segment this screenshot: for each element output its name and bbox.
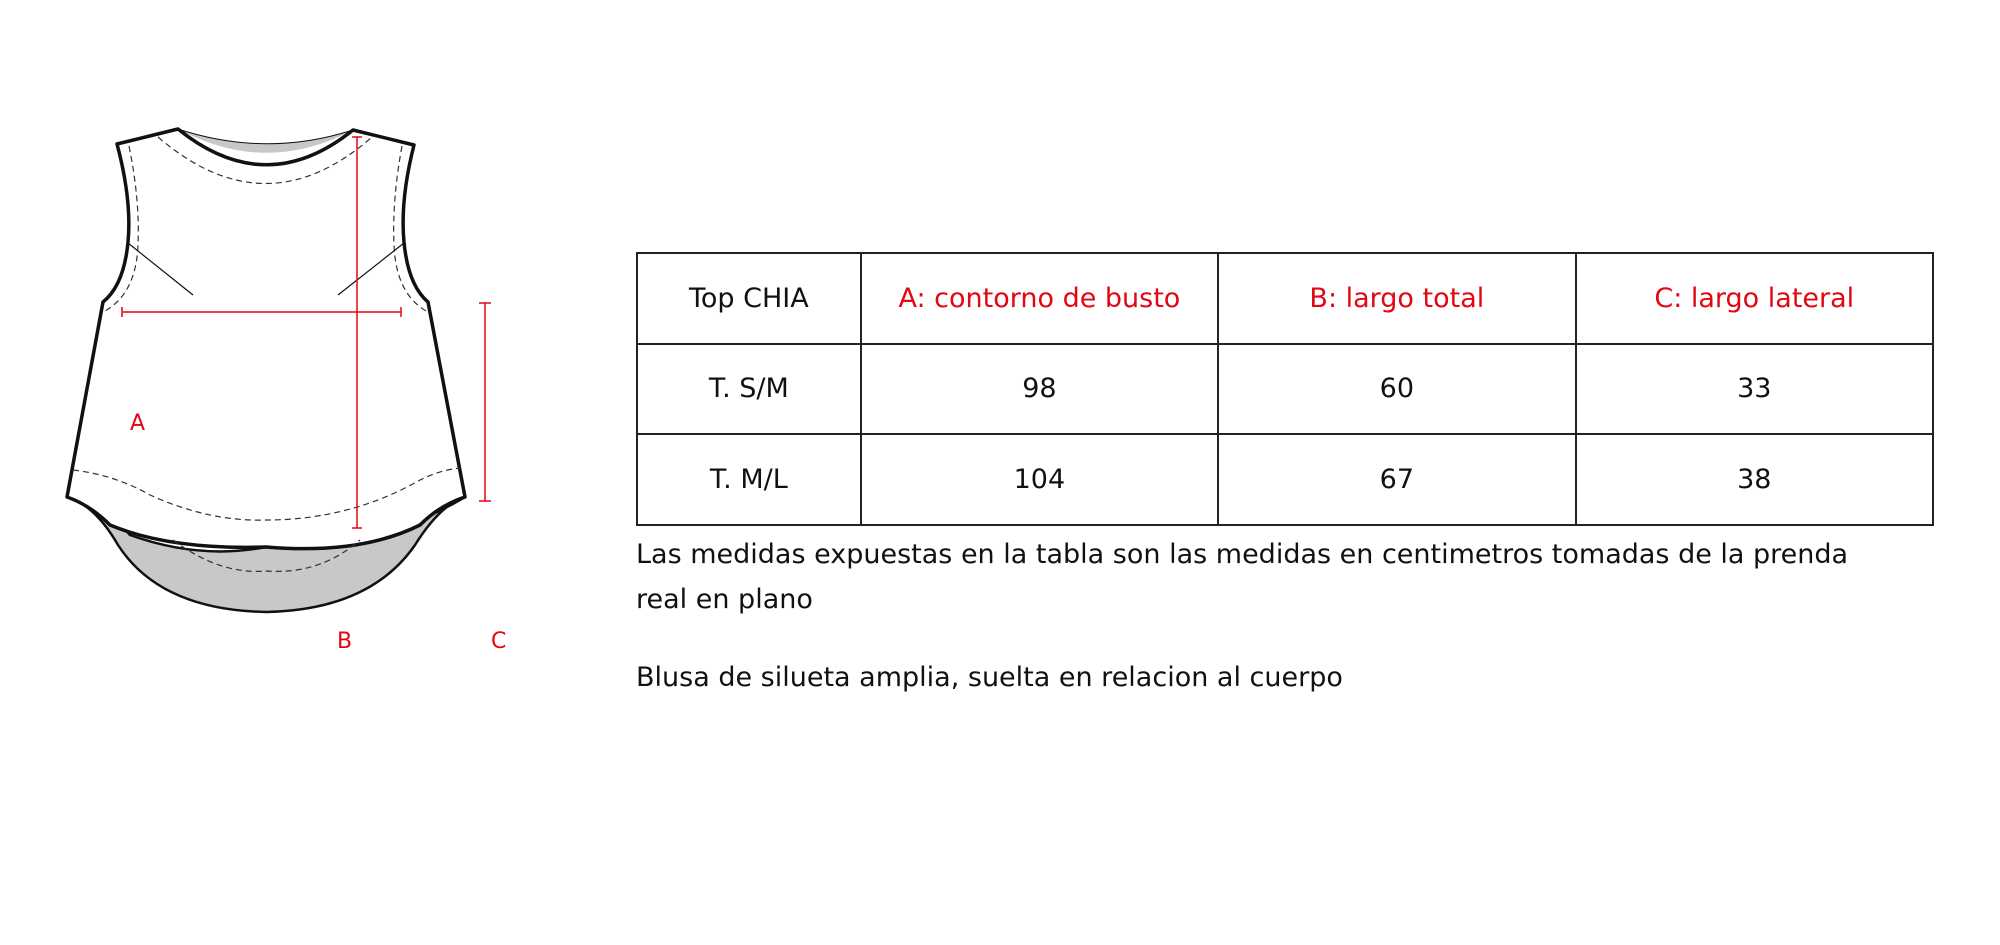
cell-b: 67 <box>1217 433 1577 526</box>
size-table: Top CHIA A: contorno de busto B: largo t… <box>636 252 1935 526</box>
table-row: T. S/M 98 60 33 <box>636 342 1935 436</box>
table-header-row: Top CHIA A: contorno de busto B: largo t… <box>636 252 1935 345</box>
body-outline <box>65 127 467 551</box>
garment-flat-sketch: A B C <box>65 127 506 654</box>
measure-lines <box>121 136 491 529</box>
cell-c: 33 <box>1574 342 1935 436</box>
back-neck-fill <box>177 128 354 153</box>
back-hem-fill <box>66 495 466 614</box>
fit-note: Blusa de silueta amplia, suelta en relac… <box>636 662 1343 693</box>
cell-c: 38 <box>1574 433 1935 526</box>
label-c: C <box>491 629 506 654</box>
measures-note: Las medidas expuestas en la tabla son la… <box>636 539 1849 615</box>
size-label: T. M/L <box>636 433 862 526</box>
stitch-lines <box>72 136 461 573</box>
header-a: A: contorno de busto <box>859 252 1220 345</box>
label-b: B <box>337 629 352 654</box>
size-label: T. S/M <box>636 342 862 436</box>
table-row: T. M/L 104 67 38 <box>636 433 1935 526</box>
label-a: A <box>130 411 145 436</box>
header-b: B: largo total <box>1217 252 1577 345</box>
cell-b: 60 <box>1217 342 1577 436</box>
dart-lines <box>127 242 405 296</box>
cell-a: 98 <box>859 342 1220 436</box>
header-c: C: largo lateral <box>1574 252 1935 345</box>
cell-a: 104 <box>859 433 1220 526</box>
header-product: Top CHIA <box>636 252 862 345</box>
